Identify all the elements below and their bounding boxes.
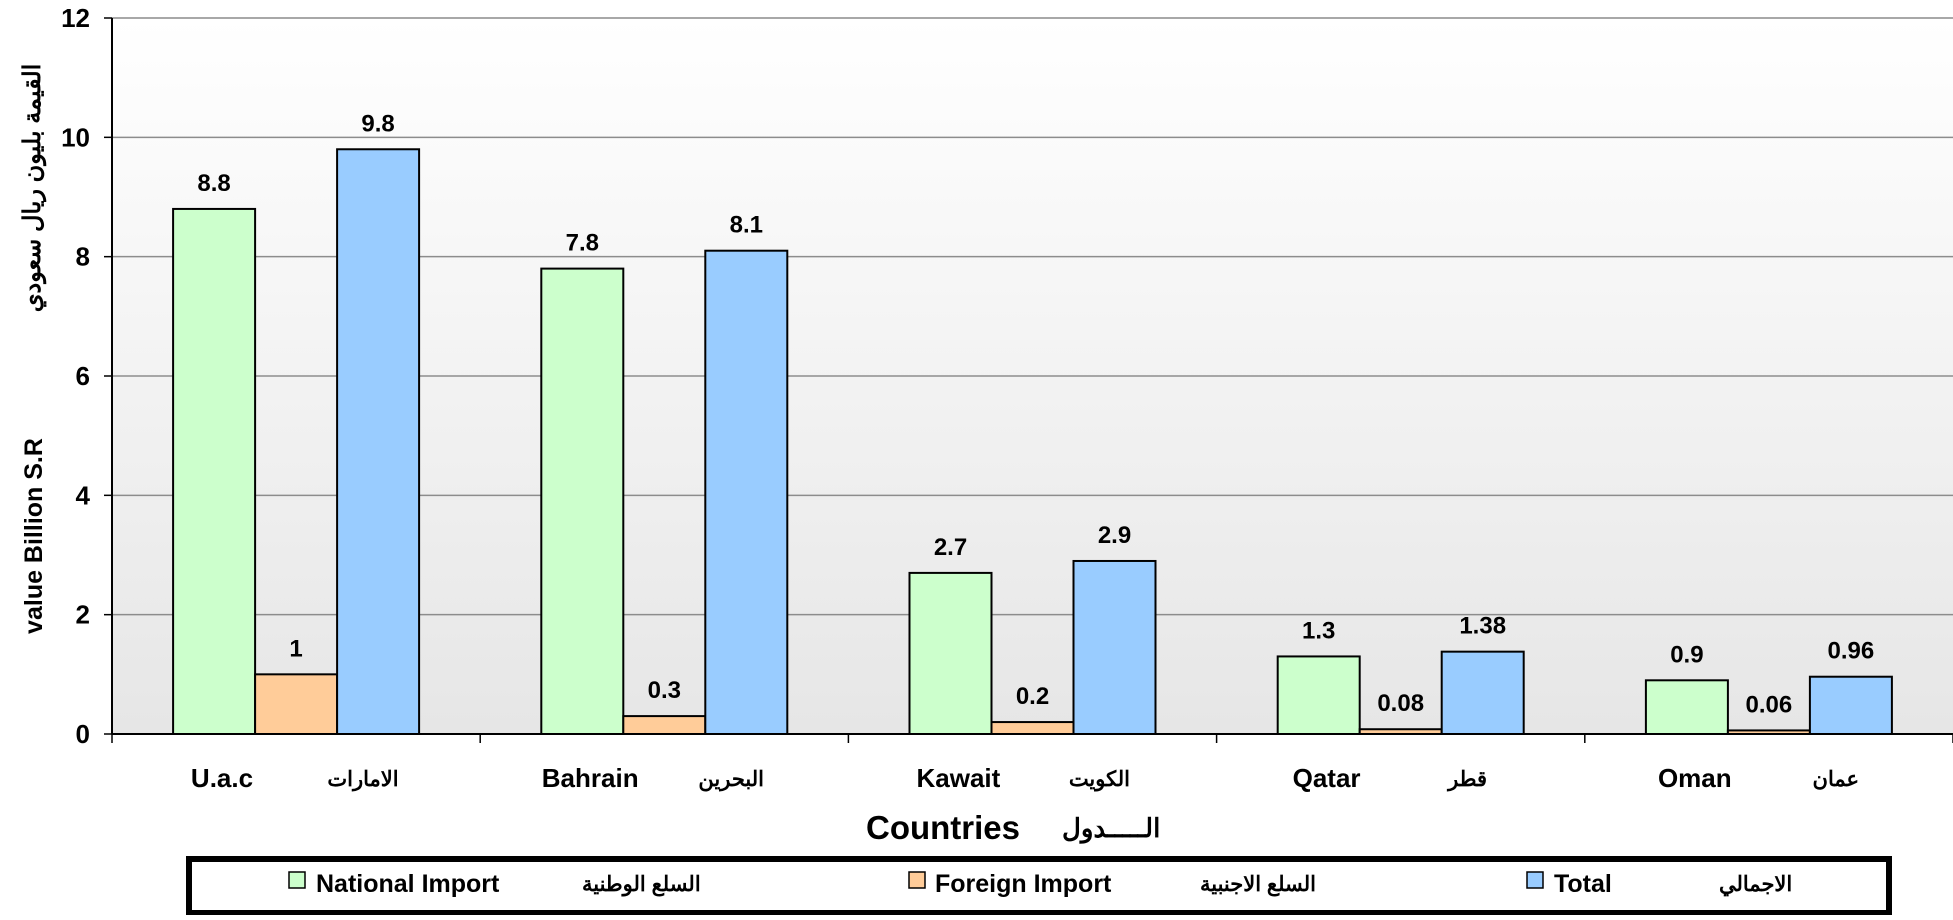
bar-foreign-import bbox=[1358, 728, 1443, 736]
y-axis-title-ar: القيمة بليون ريال سعودي bbox=[19, 64, 47, 313]
y-tick-label: 6 bbox=[76, 361, 90, 391]
legend-label-total-en: Total bbox=[1554, 870, 1612, 898]
data-label: 0.9 bbox=[1670, 641, 1703, 668]
bar-foreign-import bbox=[990, 721, 1075, 735]
bar-total bbox=[1440, 650, 1525, 735]
bar-foreign-import bbox=[622, 715, 707, 735]
category-label-en: Oman bbox=[1658, 763, 1732, 793]
bar-total bbox=[1072, 559, 1157, 736]
data-label: 1.3 bbox=[1302, 617, 1335, 644]
category-label-ar: الامارات bbox=[327, 768, 398, 792]
legend-swatch-foreign bbox=[908, 871, 926, 889]
data-label: 7.8 bbox=[566, 230, 599, 257]
data-label: 0.2 bbox=[1016, 683, 1049, 710]
data-label: 0.06 bbox=[1746, 691, 1793, 718]
y-tick-label: 2 bbox=[76, 600, 90, 630]
bar-national-import bbox=[908, 571, 993, 736]
legend-box bbox=[186, 856, 1892, 916]
y-tick-label: 10 bbox=[61, 122, 90, 152]
data-label: 2.7 bbox=[934, 534, 967, 561]
bar-national-import bbox=[540, 267, 625, 735]
bar-total bbox=[1808, 675, 1893, 735]
data-label: 8.1 bbox=[730, 212, 763, 239]
data-label: 0.08 bbox=[1377, 690, 1424, 717]
bar-national-import bbox=[172, 207, 257, 735]
category-label-ar: عمان bbox=[1813, 768, 1860, 791]
y-tick-label: 12 bbox=[61, 3, 90, 33]
bars bbox=[172, 148, 1893, 736]
y-axis-title-en: value Billion S.R bbox=[20, 438, 48, 634]
category-label-en: Bahrain bbox=[542, 763, 639, 793]
category-label-ar: البحرين bbox=[698, 768, 764, 792]
data-label: 2.9 bbox=[1098, 522, 1131, 549]
data-label: 0.3 bbox=[648, 677, 681, 704]
legend-label-foreign-en: Foreign Import bbox=[935, 870, 1112, 898]
bar-foreign-import bbox=[254, 673, 339, 735]
legend-label-foreign-ar: السلع الاجنبية bbox=[1200, 873, 1316, 897]
data-label: 1.38 bbox=[1459, 613, 1506, 640]
x-axis-title-ar: الـــــدول bbox=[1062, 813, 1160, 844]
category-label-ar: الكويت bbox=[1069, 768, 1130, 792]
axes: 0 2 4 6 8 10 12 U.a.c الامارات Bahrain البحرين Kawa… bbox=[61, 3, 1953, 793]
bar-total bbox=[336, 148, 421, 735]
legend-label-total-ar: الاجمالي bbox=[1719, 873, 1792, 897]
category-label-en: Qatar bbox=[1293, 763, 1361, 793]
data-label: 0.96 bbox=[1828, 638, 1875, 665]
legend-label-national-en: National Import bbox=[316, 870, 500, 898]
data-label: 9.8 bbox=[361, 110, 394, 137]
bar-foreign-import bbox=[1726, 729, 1811, 735]
category-label-en: Kawait bbox=[916, 763, 1000, 793]
bar-national-import bbox=[1276, 655, 1361, 736]
y-tick-label: 4 bbox=[76, 480, 91, 510]
bar-total bbox=[704, 249, 789, 735]
y-tick-label: 0 bbox=[76, 719, 90, 749]
data-label: 1 bbox=[289, 635, 302, 662]
legend-swatch-national bbox=[288, 871, 306, 889]
data-label: 8.8 bbox=[197, 170, 230, 197]
legend-label-national-ar: السلع الوطنية bbox=[582, 873, 701, 897]
category-label-en: U.a.c bbox=[191, 763, 253, 793]
y-tick-label: 8 bbox=[76, 242, 90, 272]
data-labels: 8.8 1 9.8 7.8 0.3 8.1 2.7 0.2 2.9 1.3 0.08 1.38 0.9 0… bbox=[197, 110, 1874, 718]
bar-national-import bbox=[1644, 679, 1729, 735]
legend-swatch-total bbox=[1526, 871, 1544, 889]
category-label-ar: قطر bbox=[1446, 768, 1487, 792]
x-axis-title-en: Countries bbox=[866, 809, 1020, 846]
